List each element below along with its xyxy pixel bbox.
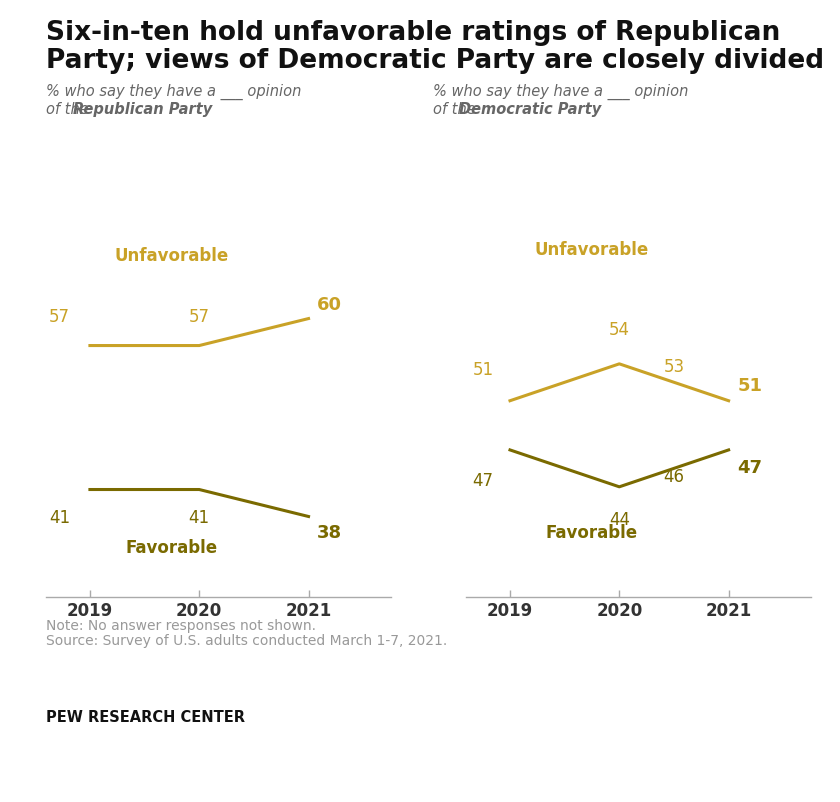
- Text: 41: 41: [49, 509, 71, 527]
- Text: of the: of the: [46, 102, 93, 117]
- Text: % who say they have a ___ opinion: % who say they have a ___ opinion: [433, 84, 688, 100]
- Text: Party; views of Democratic Party are closely divided: Party; views of Democratic Party are clo…: [46, 48, 824, 74]
- Text: 51: 51: [472, 361, 494, 379]
- Text: of the: of the: [433, 102, 480, 117]
- Text: 60: 60: [318, 296, 342, 314]
- Text: 57: 57: [50, 308, 71, 326]
- Text: Note: No answer responses not shown.: Note: No answer responses not shown.: [46, 619, 316, 633]
- Text: 51: 51: [738, 377, 763, 395]
- Text: Republican Party: Republican Party: [73, 102, 213, 117]
- Text: 47: 47: [738, 460, 763, 477]
- Text: % who say they have a ___ opinion: % who say they have a ___ opinion: [46, 84, 302, 100]
- Text: Democratic Party: Democratic Party: [459, 102, 601, 117]
- Text: Six-in-ten hold unfavorable ratings of Republican: Six-in-ten hold unfavorable ratings of R…: [46, 20, 780, 46]
- Text: 46: 46: [664, 468, 685, 486]
- Text: Unfavorable: Unfavorable: [535, 241, 649, 259]
- Text: Favorable: Favorable: [126, 539, 218, 557]
- Text: 44: 44: [609, 512, 630, 529]
- Text: 57: 57: [189, 308, 210, 326]
- Text: Unfavorable: Unfavorable: [115, 246, 229, 265]
- Text: Source: Survey of U.S. adults conducted March 1-7, 2021.: Source: Survey of U.S. adults conducted …: [46, 634, 448, 647]
- Text: 53: 53: [664, 358, 685, 376]
- Text: 41: 41: [189, 509, 210, 527]
- Text: PEW RESEARCH CENTER: PEW RESEARCH CENTER: [46, 710, 245, 725]
- Text: 54: 54: [609, 322, 630, 339]
- Text: 38: 38: [318, 524, 343, 541]
- Text: Favorable: Favorable: [546, 524, 638, 541]
- Text: 47: 47: [473, 472, 494, 490]
